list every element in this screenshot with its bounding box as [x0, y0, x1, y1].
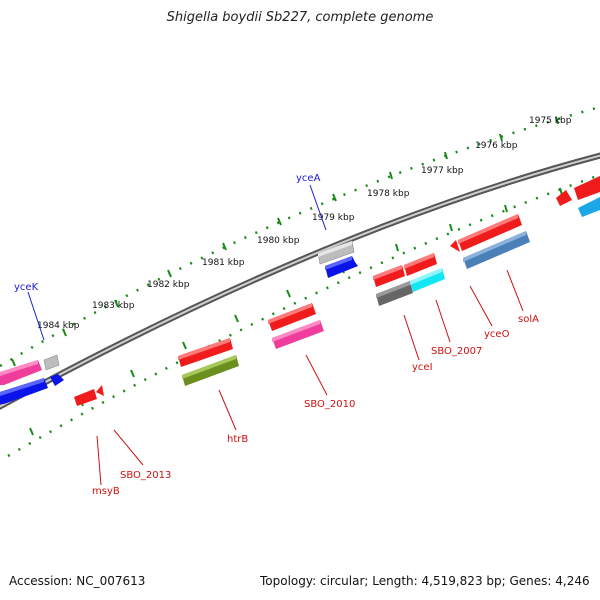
inner-scale-track: [7, 173, 600, 458]
gene-red-right[interactable]: [556, 176, 600, 206]
accession-text: Accession: NC_007613: [9, 574, 146, 588]
bottom-label-leaders: [96, 269, 524, 486]
gene-label-msyB: msyB: [92, 486, 120, 497]
gene-red-yceI-top[interactable]: [373, 265, 405, 287]
genome-backbone-highlight: [0, 154, 600, 408]
gene-red-2010[interactable]: [268, 303, 316, 331]
gene-skyblue-right[interactable]: [578, 197, 600, 217]
gene-label-yceO: yceO: [484, 329, 510, 340]
kbp-label: 1976 kbp: [475, 141, 518, 151]
outer-scale-track: [0, 105, 600, 368]
gene-label-yceI: yceI: [412, 362, 433, 373]
gene-msyB[interactable]: [74, 385, 104, 406]
kbp-label: 1979 kbp: [312, 213, 355, 223]
map-title: Shigella boydii Sb227, complete genome: [166, 10, 434, 25]
gene-label-solA: solA: [518, 314, 539, 325]
gene-blue-arrow[interactable]: [325, 256, 358, 278]
kbp-label: 1983 kbp: [92, 301, 135, 311]
kbp-label: 1975 kbp: [529, 116, 572, 126]
kbp-label: 1984 kbp: [37, 321, 80, 331]
kbp-label: 1977 kbp: [421, 166, 464, 176]
kbp-label: 1978 kbp: [367, 189, 410, 199]
gene-htrB[interactable]: [182, 355, 239, 386]
gene-label-yceA: yceA: [296, 173, 321, 184]
gene-label-SBO_2010: SBO_2010: [304, 399, 355, 410]
kbp-label: 1980 kbp: [257, 236, 300, 246]
gene-yceK[interactable]: [43, 354, 60, 371]
gene-solA[interactable]: [463, 231, 530, 269]
gene-small-red[interactable]: [450, 240, 460, 252]
topology-text: Topology: circular; Length: 4,519,823 bp…: [260, 574, 590, 588]
kbp-label: 1981 kbp: [202, 258, 245, 268]
genome-backbone: [0, 152, 600, 410]
gene-yceA[interactable]: [317, 240, 355, 265]
gene-label-yceK: yceK: [14, 282, 39, 293]
top-label-leaders: [27, 184, 327, 341]
gene-label-SBO_2013: SBO_2013: [120, 470, 171, 481]
gene-yceO[interactable]: [458, 214, 522, 251]
gene-blue-left[interactable]: [0, 374, 64, 404]
gene-SBO_2007[interactable]: [410, 268, 445, 292]
gene-SBO_2010[interactable]: [272, 320, 324, 349]
gene-red-2007-top[interactable]: [404, 253, 437, 276]
gene-label-SBO_2007: SBO_2007: [431, 346, 482, 357]
gene-pink-left[interactable]: [0, 360, 42, 385]
gene-red-htrB-top[interactable]: [178, 338, 233, 367]
gene-yceI[interactable]: [376, 281, 413, 306]
kbp-label: 1982 kbp: [147, 280, 190, 290]
gene-label-htrB: htrB: [227, 434, 248, 445]
outer-major-ticks: [11, 116, 559, 367]
